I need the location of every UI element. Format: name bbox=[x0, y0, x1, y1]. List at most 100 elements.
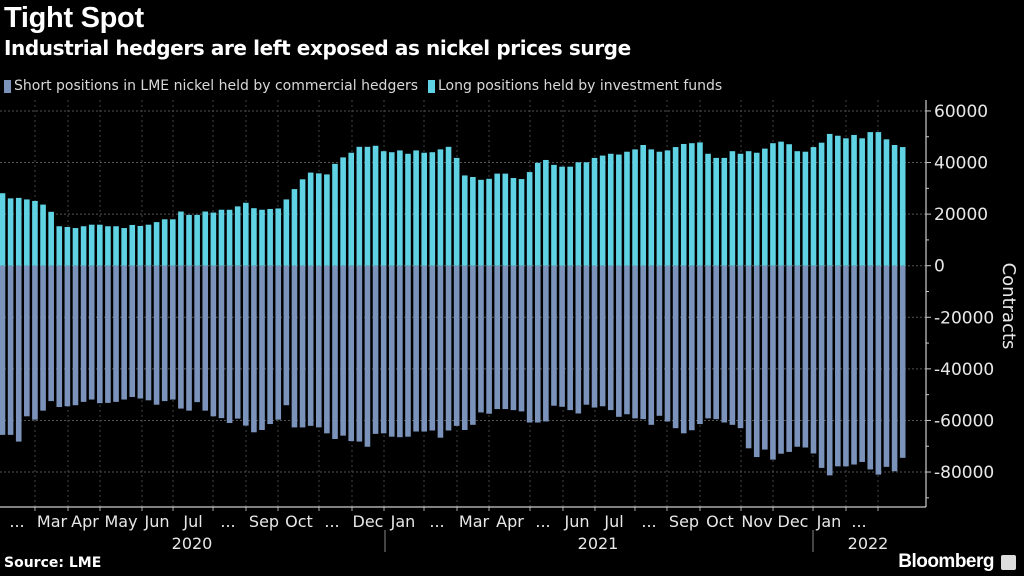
legend-item-short: Short positions in LME nickel held by co… bbox=[4, 78, 418, 94]
bar-long bbox=[291, 189, 298, 266]
bar-short bbox=[210, 265, 217, 417]
bar-long bbox=[494, 173, 501, 266]
legend-swatch-short bbox=[4, 79, 11, 93]
x-tick-label: Apr bbox=[71, 512, 99, 531]
y-tick-label: -20000 bbox=[934, 308, 994, 328]
bar-short bbox=[705, 265, 711, 419]
y-tick-label: -40000 bbox=[934, 360, 994, 380]
x-tick-label: Jan bbox=[816, 512, 842, 531]
bar-short bbox=[405, 265, 411, 437]
bar-long bbox=[786, 144, 792, 266]
bar-short bbox=[72, 265, 79, 406]
bar-long bbox=[453, 157, 460, 266]
bar-short bbox=[170, 265, 176, 400]
bar-short bbox=[713, 265, 719, 420]
bar-long bbox=[251, 208, 257, 266]
bar-short bbox=[583, 265, 590, 405]
bar-long bbox=[616, 154, 622, 266]
bar-short bbox=[461, 265, 468, 430]
bar-short bbox=[575, 265, 582, 414]
bar-long bbox=[640, 145, 646, 266]
bar-short bbox=[534, 265, 541, 423]
bar-short bbox=[543, 265, 549, 422]
legend-label-short: Short positions in LME nickel held by co… bbox=[14, 78, 418, 94]
bar-long bbox=[80, 226, 87, 266]
x-tick-label: Sep bbox=[249, 512, 279, 531]
bar-long bbox=[161, 219, 168, 266]
bar-short bbox=[267, 265, 273, 425]
bar-long bbox=[802, 151, 809, 266]
bar-long bbox=[689, 143, 695, 266]
bar-long bbox=[607, 153, 614, 266]
legend: Short positions in LME nickel held by co… bbox=[4, 78, 722, 94]
bar-short bbox=[770, 265, 776, 460]
bar-short bbox=[599, 265, 606, 407]
bar-short bbox=[616, 265, 622, 417]
bar-short bbox=[324, 265, 330, 434]
bar-long bbox=[202, 211, 209, 266]
bar-short bbox=[470, 265, 476, 425]
bar-short bbox=[48, 265, 54, 402]
bar-short bbox=[153, 265, 160, 405]
bar-short bbox=[559, 265, 565, 407]
bar-long bbox=[137, 225, 144, 266]
y-tick-label: 60000 bbox=[934, 102, 988, 122]
bar-long bbox=[778, 141, 784, 266]
bar-long bbox=[129, 224, 136, 266]
x-year-label: 2020 bbox=[172, 534, 213, 553]
bar-long bbox=[575, 162, 582, 266]
bar-short bbox=[80, 265, 87, 402]
bar-short bbox=[851, 265, 857, 465]
bar-short bbox=[680, 265, 687, 434]
bar-long bbox=[405, 153, 411, 266]
bar-long bbox=[705, 153, 711, 266]
bar-long bbox=[194, 214, 200, 266]
bar-long bbox=[470, 176, 476, 266]
bar-short bbox=[794, 265, 801, 447]
x-tick-label: ... bbox=[429, 512, 444, 531]
y-axis-label: Contracts bbox=[998, 263, 1019, 350]
bar-short bbox=[591, 265, 598, 408]
bar-short bbox=[275, 265, 282, 420]
bar-short bbox=[762, 265, 768, 450]
x-tick-label: Mar bbox=[37, 512, 68, 531]
bar-long bbox=[315, 173, 322, 266]
x-tick-label: Jun bbox=[144, 512, 170, 531]
bar-long bbox=[745, 151, 752, 266]
bar-long bbox=[218, 209, 225, 266]
bar-short bbox=[283, 265, 290, 406]
x-tick-label: Apr bbox=[496, 512, 524, 531]
x-tick-label: ... bbox=[641, 512, 656, 531]
bar-long bbox=[413, 150, 419, 266]
bar-short bbox=[218, 265, 225, 419]
bar-short bbox=[478, 265, 484, 413]
bar-short bbox=[202, 265, 209, 411]
bar-long bbox=[153, 222, 160, 266]
bar-short bbox=[835, 265, 841, 467]
bar-long bbox=[737, 153, 744, 266]
bar-long bbox=[648, 149, 655, 266]
bar-long bbox=[534, 162, 541, 266]
bar-short bbox=[672, 265, 679, 429]
bar-long bbox=[56, 226, 63, 266]
bar-long bbox=[721, 157, 728, 266]
bar-long bbox=[388, 152, 395, 266]
bar-short bbox=[348, 265, 355, 442]
bar-long bbox=[372, 145, 379, 266]
x-tick-label: May bbox=[104, 512, 137, 531]
x-tick-label: ... bbox=[535, 512, 550, 531]
bar-short bbox=[656, 265, 663, 416]
bar-short bbox=[737, 265, 744, 429]
y-tick-label: 20000 bbox=[934, 205, 988, 225]
bar-short bbox=[397, 265, 403, 438]
x-tick-label: Dec bbox=[778, 512, 809, 531]
bar-short bbox=[40, 265, 46, 411]
x-tick-label: Jun bbox=[564, 512, 590, 531]
bar-short bbox=[121, 265, 127, 400]
bar-long bbox=[429, 152, 436, 266]
bar-long bbox=[697, 142, 703, 266]
bar-long bbox=[275, 208, 282, 266]
x-tick-label: Mar bbox=[459, 512, 490, 531]
bar-long bbox=[672, 147, 679, 266]
bar-short bbox=[234, 265, 241, 419]
